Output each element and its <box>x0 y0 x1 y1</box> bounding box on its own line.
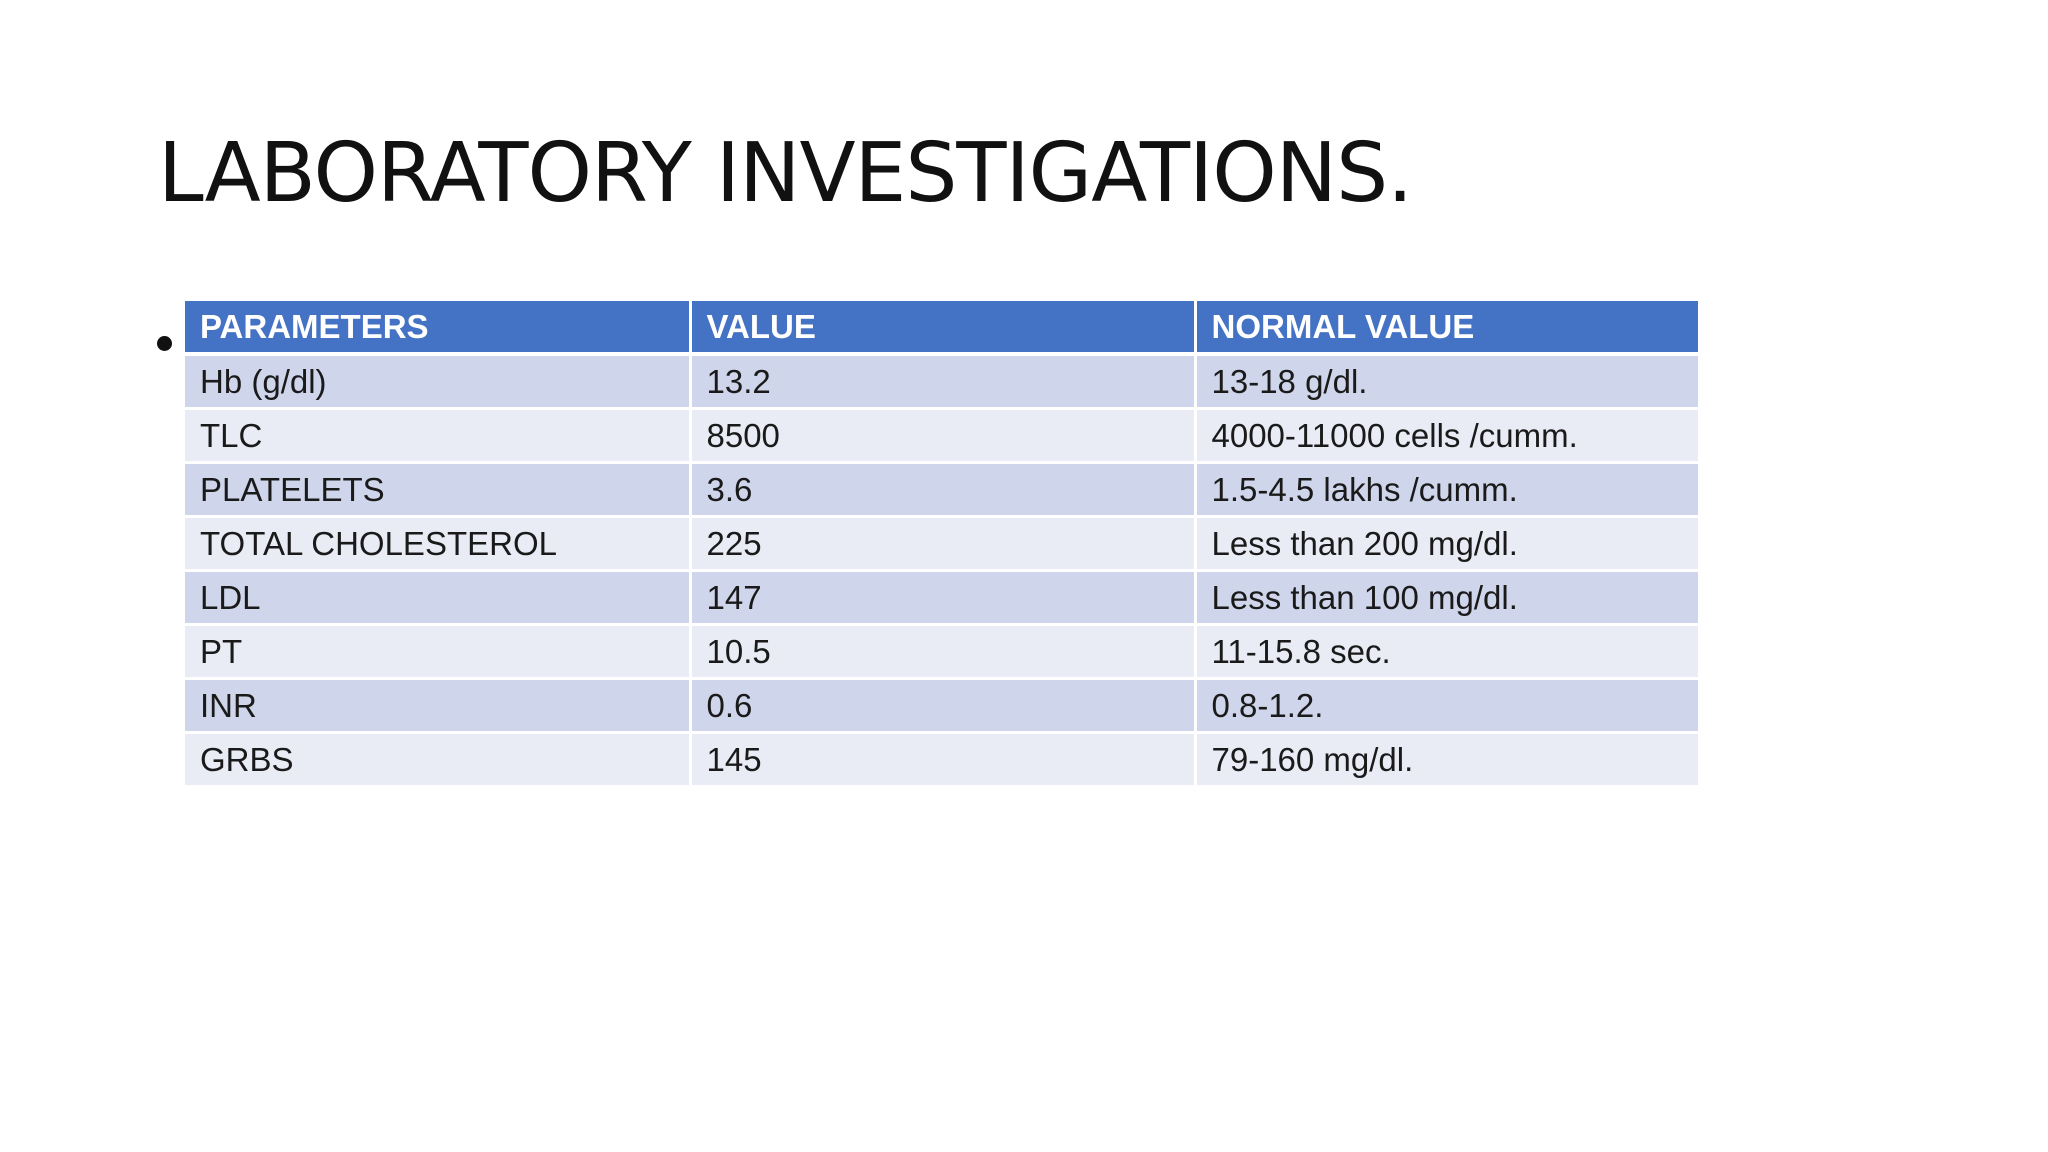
table-row: LDL 147 Less than 100 mg/dl. <box>185 570 1698 626</box>
lab-results-table: PARAMETERS VALUE NORMAL VALUE Hb (g/dl) … <box>185 301 1698 788</box>
normal-value-cell: 4000-11000 cells /cumm. <box>1195 408 1698 464</box>
parameter-cell: LDL <box>185 570 692 626</box>
value-cell: 3.6 <box>690 462 1197 518</box>
value-cell: 145 <box>690 732 1197 788</box>
table-row: Hb (g/dl) 13.2 13-18 g/dl. <box>185 354 1698 410</box>
slide-title: LABORATORY INVESTIGATIONS. <box>158 126 1413 221</box>
parameter-cell: PT <box>185 624 692 680</box>
value-cell: 0.6 <box>690 678 1197 734</box>
bullet-point <box>157 336 172 351</box>
header-value: VALUE <box>690 301 1197 356</box>
normal-value-cell: Less than 100 mg/dl. <box>1195 570 1698 626</box>
value-cell: 225 <box>690 516 1197 572</box>
parameter-cell: Hb (g/dl) <box>185 354 692 410</box>
normal-value-cell: 11-15.8 sec. <box>1195 624 1698 680</box>
table-row: TOTAL CHOLESTEROL 225 Less than 200 mg/d… <box>185 516 1698 572</box>
normal-value-cell: 79-160 mg/dl. <box>1195 732 1698 788</box>
normal-value-cell: 13-18 g/dl. <box>1195 354 1698 410</box>
normal-value-cell: Less than 200 mg/dl. <box>1195 516 1698 572</box>
header-parameters: PARAMETERS <box>185 301 692 356</box>
parameter-cell: GRBS <box>185 732 692 788</box>
table-row: PT 10.5 11-15.8 sec. <box>185 624 1698 680</box>
table-row: GRBS 145 79-160 mg/dl. <box>185 732 1698 788</box>
parameter-cell: PLATELETS <box>185 462 692 518</box>
table-row: PLATELETS 3.6 1.5-4.5 lakhs /cumm. <box>185 462 1698 518</box>
value-cell: 8500 <box>690 408 1197 464</box>
value-cell: 147 <box>690 570 1197 626</box>
value-cell: 10.5 <box>690 624 1197 680</box>
parameter-cell: INR <box>185 678 692 734</box>
value-cell: 13.2 <box>690 354 1197 410</box>
table-row: INR 0.6 0.8-1.2. <box>185 678 1698 734</box>
normal-value-cell: 1.5-4.5 lakhs /cumm. <box>1195 462 1698 518</box>
normal-value-cell: 0.8-1.2. <box>1195 678 1698 734</box>
table-row: TLC 8500 4000-11000 cells /cumm. <box>185 408 1698 464</box>
header-normal-value: NORMAL VALUE <box>1195 301 1698 356</box>
parameter-cell: TLC <box>185 408 692 464</box>
table-header-row: PARAMETERS VALUE NORMAL VALUE <box>185 301 1698 356</box>
parameter-cell: TOTAL CHOLESTEROL <box>185 516 692 572</box>
